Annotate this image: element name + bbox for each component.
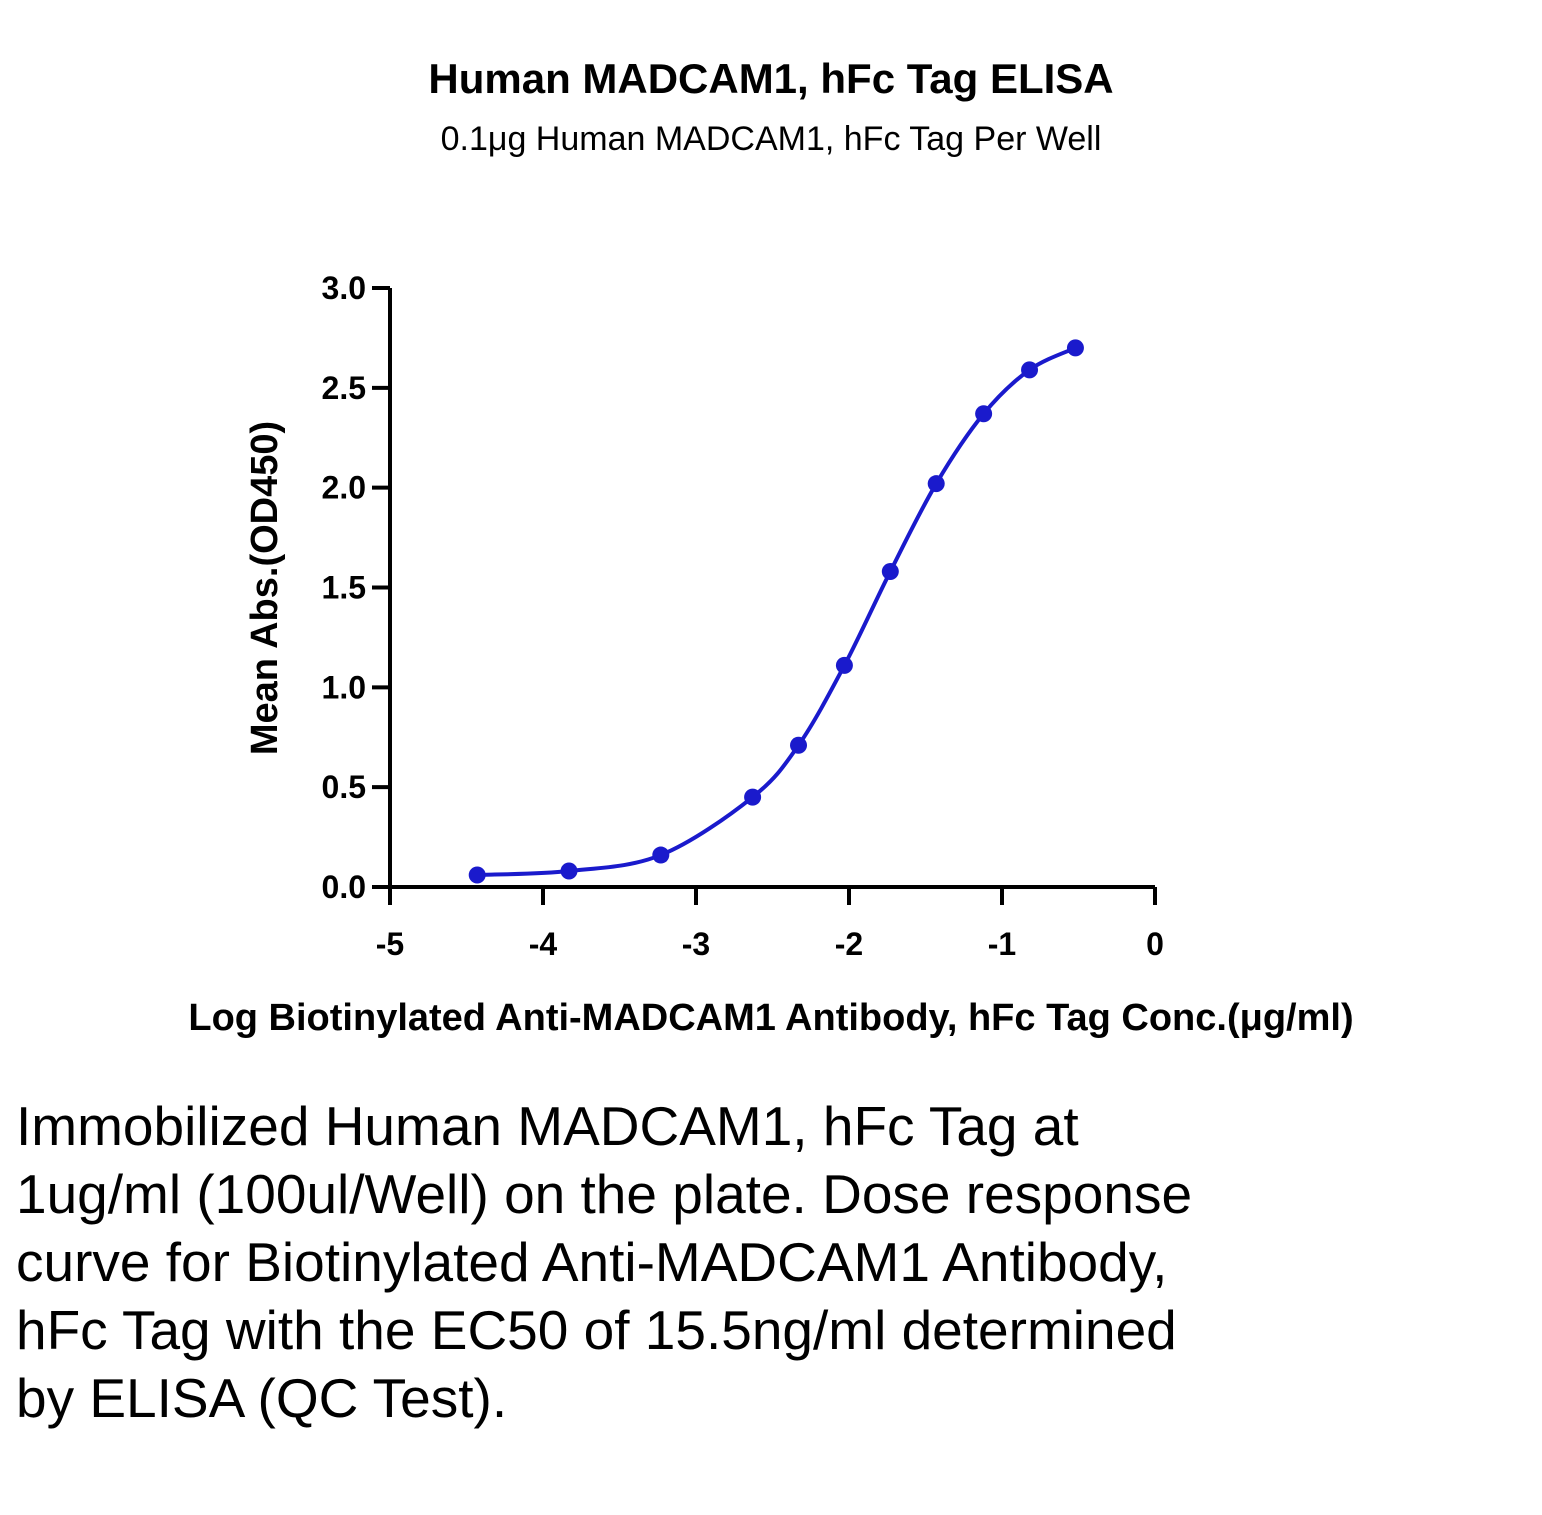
y-tick-label: 0.5 (322, 769, 366, 805)
data-point (744, 788, 762, 806)
chart-subtitle: 0.1μg Human MADCAM1, hFc Tag Per Well (441, 120, 1102, 158)
fit-curve-layer (477, 346, 1077, 878)
data-point (835, 656, 853, 674)
y-axis-label: Mean Abs.(OD450) (244, 421, 286, 755)
data-point (1021, 361, 1039, 379)
series-line (477, 346, 1077, 878)
x-tick-label: -4 (529, 926, 558, 962)
y-tick-label: 1.0 (322, 669, 366, 705)
chart-title: Human MADCAM1, hFc Tag ELISA (428, 55, 1113, 102)
data-point (927, 475, 945, 493)
y-tick-label: 0.0 (322, 869, 366, 905)
y-tick-label: 3.0 (322, 270, 366, 306)
data-points-layer (468, 339, 1084, 884)
x-tick-label: -5 (376, 926, 404, 962)
data-point (1066, 339, 1084, 357)
data-point (468, 866, 486, 884)
tick-marks: 0.0 0.5 1.0 1.5 2.0 2.5 3.0 -5 -4 -3 -2 -1 0 (322, 270, 1164, 962)
elisa-chart: Human MADCAM1, hFc Tag ELISA 0.1μg Human… (188, 55, 1353, 1039)
y-tick-label: 1.5 (322, 570, 366, 606)
y-tick-label: 2.0 (322, 470, 366, 506)
data-point (881, 563, 899, 581)
data-point (790, 736, 808, 754)
figure-caption: Immobilized Human MADCAM1, hFc Tag at 1u… (16, 1095, 1193, 1429)
x-axis-label: Log Biotinylated Anti-MADCAM1 Antibody, … (188, 997, 1353, 1039)
x-tick-label: -1 (988, 926, 1016, 962)
axes (388, 288, 1155, 889)
x-tick-label: 0 (1146, 926, 1164, 962)
x-tick-label: -3 (682, 926, 710, 962)
data-point (975, 405, 993, 423)
data-point (560, 862, 578, 880)
data-point (652, 846, 670, 864)
y-tick-label: 2.5 (322, 370, 366, 406)
x-tick-label: -2 (835, 926, 863, 962)
